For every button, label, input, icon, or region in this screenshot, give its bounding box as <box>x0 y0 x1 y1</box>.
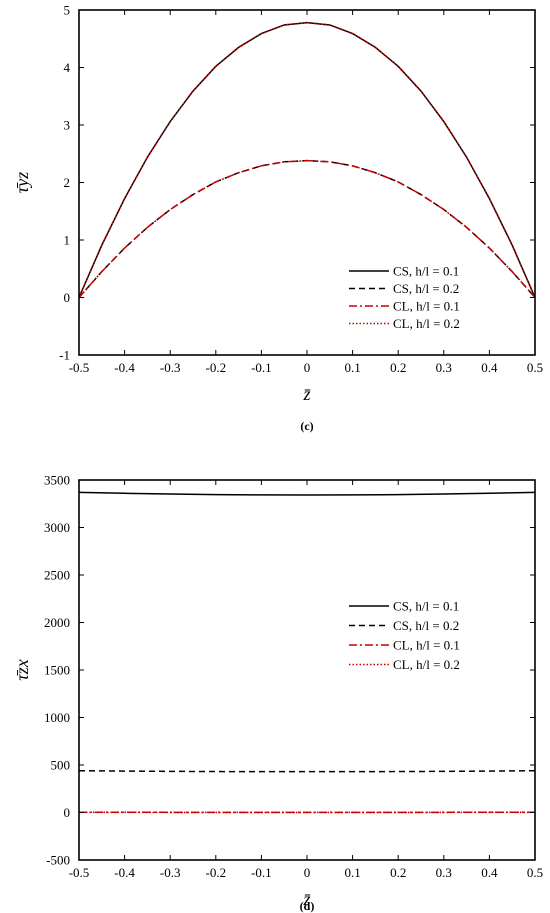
chart-c: -0.5 -0.4 -0.3 -0.2 -0.1 0 0.1 0.2 0.3 0.4 0.5 -1 0 1… <box>12 3 543 434</box>
x-tick-label: -0.2 <box>206 865 227 880</box>
x-tick-label: 0 <box>304 360 311 375</box>
y-tick-label: 0 <box>64 290 71 305</box>
x-tick-label: -0.3 <box>160 865 181 880</box>
y-axis-label: τ̄yz <box>12 172 32 193</box>
x-tick-label: 0.2 <box>390 360 406 375</box>
x-tick-label: -0.5 <box>69 865 90 880</box>
y-tick-label: 5 <box>64 3 71 18</box>
x-tick-label: -0.5 <box>69 360 90 375</box>
legend-label-2: CS, h/l = 0.2 <box>393 618 459 633</box>
x-axis-label: z̄ <box>302 889 311 909</box>
plot-frame <box>78 479 536 861</box>
series-line-1 <box>79 491 535 496</box>
series-line-3 <box>79 159 535 298</box>
x-tick-label: 0.2 <box>390 865 406 880</box>
y-tick-label: 4 <box>64 60 71 75</box>
x-tick-label: -0.3 <box>160 360 181 375</box>
x-tick-label: 0.4 <box>481 865 498 880</box>
x-tick-label: 0.5 <box>527 360 543 375</box>
x-tick-label: -0.4 <box>114 865 135 880</box>
legend-label-3: CL, h/l = 0.1 <box>393 638 460 653</box>
legend-label-2: CS, h/l = 0.2 <box>393 281 459 296</box>
x-tick-label: 0.3 <box>436 360 452 375</box>
legend: CS, h/l = 0.1 CS, h/l = 0.2 CL, h/l = 0.1 C… <box>349 599 460 672</box>
y-tick-label: 2000 <box>44 615 70 630</box>
y-tick-label: 3000 <box>44 520 70 535</box>
y-tick-label: 500 <box>51 758 71 773</box>
figure-caption: (d) <box>300 899 315 913</box>
y-tick-label: 2500 <box>44 568 70 583</box>
x-tick-label: -0.4 <box>114 360 135 375</box>
y-tick-label: -1 <box>59 348 70 363</box>
x-tick-label: 0.4 <box>481 360 498 375</box>
legend-label-1: CS, h/l = 0.1 <box>393 599 459 614</box>
x-tick-label: -0.1 <box>251 360 272 375</box>
legend-label-4: CL, h/l = 0.2 <box>393 316 460 331</box>
series-line-2 <box>79 769 535 773</box>
y-tick-label: 1 <box>64 233 71 248</box>
y-tick-label: 2 <box>64 175 71 190</box>
series-line-2 <box>79 159 535 298</box>
x-tick-label: -0.1 <box>251 865 272 880</box>
x-tick-label: 0.5 <box>527 865 543 880</box>
x-tick-label: 0.1 <box>344 360 360 375</box>
x-axis-label: z̄ <box>302 384 311 404</box>
y-tick-label: 3 <box>64 118 71 133</box>
y-tick-label: 0 <box>64 805 71 820</box>
legend-label-4: CL, h/l = 0.2 <box>393 657 460 672</box>
plot-frame <box>78 9 536 356</box>
x-tick-label: 0 <box>304 865 311 880</box>
x-tick-label: -0.2 <box>206 360 227 375</box>
series-line-1 <box>79 21 535 298</box>
figure-caption: (c) <box>300 419 313 433</box>
y-tick-label: 1000 <box>44 710 70 725</box>
legend-label-3: CL, h/l = 0.1 <box>393 299 460 314</box>
legend-label-1: CS, h/l = 0.1 <box>393 264 459 279</box>
y-tick-label: 1500 <box>44 663 70 678</box>
y-axis-label: τ̄zx <box>12 659 32 680</box>
y-tick-label: 3500 <box>44 473 70 488</box>
x-tick-label: 0.1 <box>344 865 360 880</box>
legend: CS, h/l = 0.1 CS, h/l = 0.2 CL, h/l = 0.1 C… <box>349 264 460 331</box>
x-tick-label: 0.3 <box>436 865 452 880</box>
y-tick-label: -500 <box>46 853 70 868</box>
chart-d: -0.5 -0.4 -0.3 -0.2 -0.1 0 0.1 0.2 0.3 0.4 0.5 -500… <box>12 473 543 913</box>
